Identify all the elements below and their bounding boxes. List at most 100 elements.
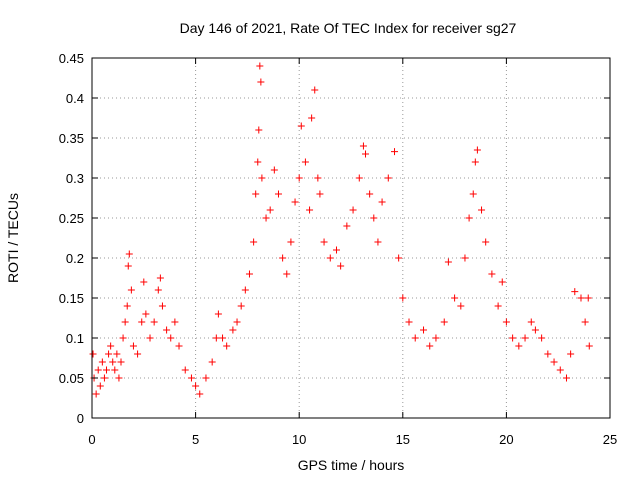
data-points <box>89 62 593 398</box>
data-point <box>384 174 392 182</box>
data-point <box>550 358 558 366</box>
data-point <box>391 148 399 156</box>
data-point <box>515 342 523 350</box>
axis-ticks: 0 0.05 0.1 0.15 0.2 0.25 0.3 0.35 0.4 0.45 0 5 10 15 2… <box>59 51 618 447</box>
data-point <box>181 366 189 374</box>
data-point <box>175 342 183 350</box>
data-point <box>214 310 222 318</box>
data-point <box>287 238 295 246</box>
data-point <box>494 302 502 310</box>
data-point <box>98 358 106 366</box>
data-point <box>266 206 274 214</box>
data-point <box>314 174 322 182</box>
data-point <box>395 254 403 262</box>
data-point <box>119 334 127 342</box>
y-tick-label: 0.15 <box>59 291 84 306</box>
data-point <box>343 222 351 230</box>
data-point <box>482 238 490 246</box>
x-axis-label: GPS time / hours <box>298 457 405 473</box>
data-point <box>219 334 227 342</box>
data-point <box>92 390 100 398</box>
data-point <box>509 334 517 342</box>
data-point <box>301 158 309 166</box>
data-point <box>283 270 291 278</box>
data-point <box>109 358 117 366</box>
data-point <box>100 374 108 382</box>
data-point <box>113 350 121 358</box>
data-point <box>163 326 171 334</box>
data-point <box>158 302 166 310</box>
data-point <box>444 258 452 266</box>
data-point <box>142 310 150 318</box>
data-point <box>291 198 299 206</box>
data-point <box>212 334 220 342</box>
data-point <box>411 334 419 342</box>
data-point <box>107 342 115 350</box>
data-point <box>254 158 262 166</box>
data-point <box>129 342 137 350</box>
data-point <box>103 366 111 374</box>
data-point <box>140 278 148 286</box>
data-point <box>355 174 363 182</box>
data-point <box>154 286 162 294</box>
data-point <box>192 382 200 390</box>
data-point <box>241 286 249 294</box>
data-point <box>498 278 506 286</box>
x-tick-label: 5 <box>192 432 199 447</box>
data-point <box>146 334 154 342</box>
data-point <box>585 342 593 350</box>
data-point <box>279 254 287 262</box>
x-tick-label: 25 <box>603 432 617 447</box>
data-point <box>370 214 378 222</box>
data-point <box>257 78 265 86</box>
chart-title: Day 146 of 2021, Rate Of TEC Index for r… <box>180 20 517 36</box>
data-point <box>432 334 440 342</box>
data-point <box>171 318 179 326</box>
y-tick-label: 0 <box>77 411 84 426</box>
data-point <box>332 246 340 254</box>
data-point <box>233 318 241 326</box>
data-point <box>471 158 479 166</box>
data-point <box>469 190 477 198</box>
data-point <box>117 358 125 366</box>
data-point <box>562 374 570 382</box>
data-point <box>258 174 266 182</box>
data-point <box>362 150 370 158</box>
data-point <box>250 238 258 246</box>
data-point <box>316 190 324 198</box>
data-point <box>440 318 448 326</box>
data-point <box>229 326 237 334</box>
data-point <box>202 374 210 382</box>
data-point <box>124 262 132 270</box>
data-point <box>374 238 382 246</box>
data-point <box>256 62 264 70</box>
y-tick-label: 0.25 <box>59 211 84 226</box>
data-point <box>531 326 539 334</box>
data-point <box>521 334 529 342</box>
data-point <box>295 174 303 182</box>
data-point <box>156 274 164 282</box>
data-point <box>349 206 357 214</box>
data-point <box>262 214 270 222</box>
data-point <box>94 366 102 374</box>
data-point <box>245 270 253 278</box>
y-tick-label: 0.05 <box>59 371 84 386</box>
data-point <box>89 350 97 358</box>
data-point <box>465 214 473 222</box>
y-tick-label: 0.4 <box>66 91 84 106</box>
data-point <box>187 374 195 382</box>
data-point <box>556 366 564 374</box>
data-point <box>223 342 231 350</box>
data-point <box>96 382 104 390</box>
data-point <box>378 198 386 206</box>
data-point <box>297 122 305 130</box>
data-point <box>125 250 133 258</box>
data-point <box>577 294 585 302</box>
data-point <box>426 342 434 350</box>
data-point <box>274 190 282 198</box>
data-point <box>538 334 546 342</box>
data-point <box>461 254 469 262</box>
data-point <box>121 318 129 326</box>
data-point <box>167 334 175 342</box>
